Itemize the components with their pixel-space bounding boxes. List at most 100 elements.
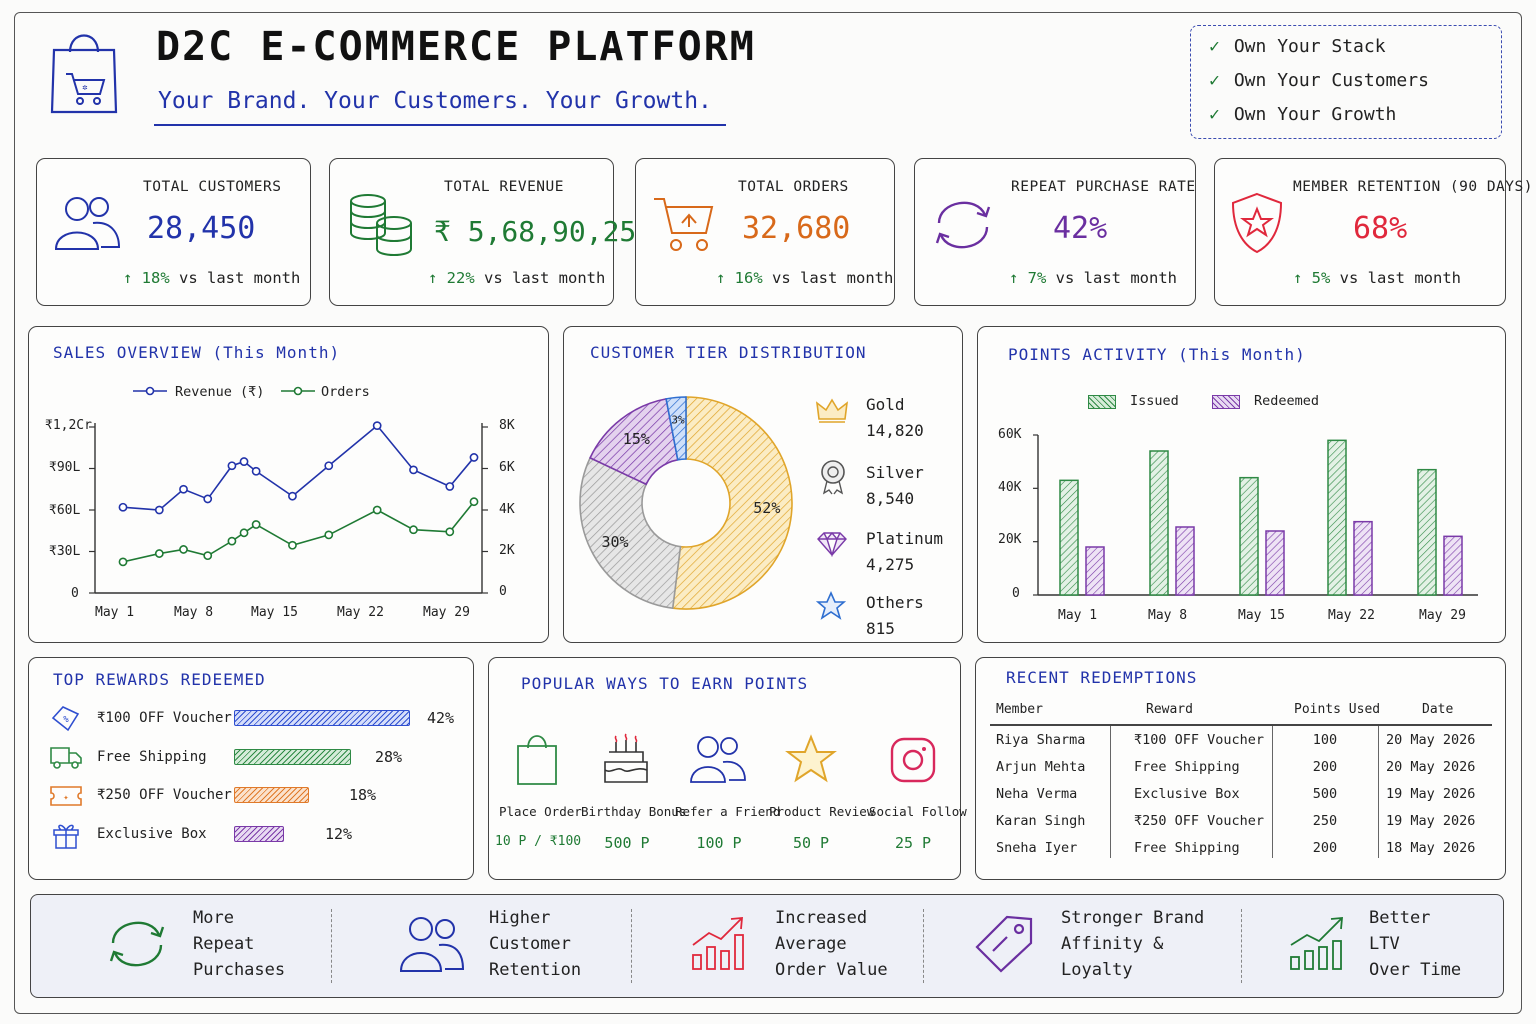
y-right-tick: 4K [499,502,515,517]
kpi-card-orders[interactable]: TOTAL ORDERS 32,680 ↑ 16% vs last month [635,158,895,306]
page-frame [14,12,1522,1014]
tier-name: Platinum [866,529,944,548]
pillars-box: ✓ Own Your Stack ✓ Own Your Customers ✓ Own… [1190,25,1502,139]
diamond-icon [817,531,847,557]
row-date: 19 May 2026 [1386,813,1476,829]
tier-count: 4,275 [866,555,915,574]
earn-label: Refer a Friend [675,804,781,819]
tier-slice-silver [579,456,682,610]
tier-name: Gold [866,395,905,414]
kpi-card-retention[interactable]: MEMBER RETENTION (90 DAYS) 68% ↑ 5% vs l… [1214,158,1532,306]
legend-redeemed: Redeemed [1254,393,1320,409]
reward-bar [234,710,410,726]
sales-overview-card: SALES OVERVIEW (This Month) Revenue (₹) … [28,326,549,643]
kpi-label: TOTAL ORDERS [738,179,849,195]
page-title: D2C E-COMMERCE PLATFORM [156,24,756,70]
col-header: Reward [1146,702,1193,717]
revenue-line [122,424,475,511]
svg-text:%: % [63,715,69,725]
svg-text:✦: ✦ [63,793,69,803]
earn-points: 25 P [894,834,932,852]
shield-star-icon [1231,192,1283,254]
row-reward: Free Shipping [1134,840,1240,856]
earn-title: POPULAR WAYS TO EARN POINTS [521,674,809,693]
reward-label: Exclusive Box [97,826,207,842]
orders-point [409,525,418,535]
row-points: 250 [1312,813,1338,829]
benefit-divider [631,909,632,983]
benefit-divider [331,909,332,983]
instagram-icon [890,737,936,783]
earn-points: 10 P / ₹100 [495,834,582,849]
row-date: 20 May 2026 [1386,732,1476,748]
legend-revenue: Revenue (₹) [175,384,265,400]
kpi-card-revenue[interactable]: TOTAL REVENUE ₹ 5,68,90,250 ↑ 22% vs las… [329,158,653,306]
benefit-text: Higher Customer Retention [489,908,582,980]
revenue-point [203,494,213,504]
revenue-point [324,461,334,471]
earn-points: 50 P [792,834,830,852]
row-points: 200 [1312,840,1338,856]
ticket-icon: ✦ [50,786,82,806]
y-right-tick: 8K [499,418,515,433]
repeat-icon [935,201,991,249]
reward-bar [234,826,285,842]
check-icon: ✓ [1209,70,1220,91]
benefit-text: Better LTV Over Time [1369,908,1462,980]
legend-orders-swatch [281,386,315,396]
pillar-item: ✓ Own Your Stack [1209,36,1386,57]
shopping-bag-logo-icon: ✲ [50,34,118,114]
earn-points-card: POPULAR WAYS TO EARN POINTS Place Order … [488,657,967,880]
kpi-label: MEMBER RETENTION (90 DAYS) [1293,179,1533,195]
earn-points: 100 P [696,834,742,852]
kpi-label: REPEAT PURCHASE RATE [1011,179,1196,195]
kpi-card-customers[interactable]: TOTAL CUSTOMERS 28,450 ↑ 18% vs last mon… [36,158,311,306]
revenue-point [154,505,164,515]
kpi-value: 42% [1053,211,1108,246]
kpi-card-repeat-rate[interactable]: REPEAT PURCHASE RATE 42% ↑ 7% vs last mo… [914,158,1196,306]
col-divider [1110,726,1112,858]
earn-label: Social Follow [869,804,967,819]
col-divider [1272,726,1274,858]
people-icon [690,736,746,783]
header-divider [990,724,1492,726]
tier-count: 815 [866,619,895,638]
row-reward: Free Shipping [1134,759,1240,775]
tier-name: Others [866,593,924,612]
benefit-divider [923,909,924,983]
redemptions-title: RECENT REDEMPTIONS [1006,668,1198,687]
revenue-point [251,466,261,476]
benefit-text: Stronger Brand Affinity & Loyalty [1061,908,1205,980]
voucher-icon: % [51,706,80,732]
redeemed-bar [1353,520,1373,596]
kpi-value: 28,450 [147,211,256,246]
tier-count: 14,820 [866,421,924,440]
check-icon: ✓ [1209,104,1220,125]
x-tick: May 1 [1058,608,1098,623]
page-subtitle: Your Brand. Your Customers. Your Growth. [158,88,712,114]
revenue-point [469,453,479,462]
orders-point [251,520,261,529]
earn-label: Place Order [499,804,582,819]
cart-icon [654,198,714,251]
row-member: Arjun Mehta [996,759,1086,775]
revenue-point [239,457,249,466]
check-icon: ✓ [1209,36,1220,57]
benefit-text: More Repeat Purchases [193,908,286,980]
subtitle-underline [154,124,726,126]
top-rewards-card: TOP REWARDS REDEEMED % ₹100 OFF Voucher … [28,657,474,880]
points-activity-card: POINTS ACTIVITY (This Month) Issued Rede… [977,326,1506,643]
y-left-tick: ₹60L [49,503,81,518]
kpi-delta: ↑ 22% vs last month [428,269,606,287]
revenue-point [372,421,382,431]
row-points: 100 [1312,732,1338,748]
growth-chart-icon [692,917,744,970]
medal-icon [821,460,845,495]
benefit-divider [1241,909,1242,983]
kpi-value: 68% [1353,211,1408,246]
y-left-tick: 0 [71,586,79,601]
trend-up-icon [1290,917,1343,970]
x-tick: May 15 [1238,608,1285,623]
revenue-point [409,465,418,475]
row-member: Sneha Iyer [996,840,1078,856]
